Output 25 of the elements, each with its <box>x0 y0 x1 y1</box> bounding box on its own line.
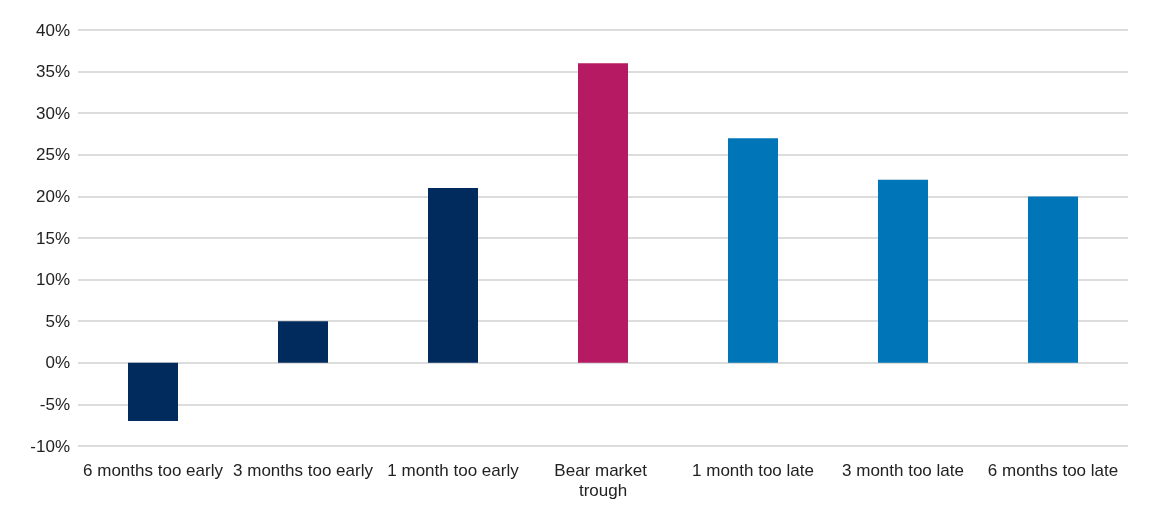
bar <box>728 138 778 363</box>
x-tick-label: 3 months too early <box>233 460 374 480</box>
bar <box>428 188 478 363</box>
y-tick-label: 25% <box>35 145 70 165</box>
bar <box>578 63 628 363</box>
x-tick-label: 3 month too late <box>842 460 964 480</box>
bar <box>1028 196 1078 363</box>
bar <box>278 321 328 363</box>
y-tick-label: -10% <box>30 436 70 456</box>
y-tick-label: 15% <box>35 228 70 248</box>
y-tick-label: 10% <box>35 270 70 290</box>
y-tick-label: 0% <box>45 353 70 373</box>
y-tick-label: 20% <box>35 186 70 206</box>
y-tick-label: 30% <box>35 103 70 123</box>
y-tick-label: 35% <box>35 62 70 82</box>
bar <box>128 362 178 422</box>
y-tick-label: 40% <box>35 20 70 40</box>
bar <box>878 179 928 363</box>
x-tick-label: 1 month too early <box>387 460 520 480</box>
y-tick-label: -5% <box>39 394 70 414</box>
x-tick-label: Bear market trough <box>554 460 652 500</box>
x-tick-label: 6 months too early <box>83 460 224 480</box>
x-tick-label: 6 months too late <box>987 460 1119 480</box>
x-tick-label: 1 month too late <box>692 460 814 480</box>
y-tick-label: 5% <box>45 311 70 331</box>
